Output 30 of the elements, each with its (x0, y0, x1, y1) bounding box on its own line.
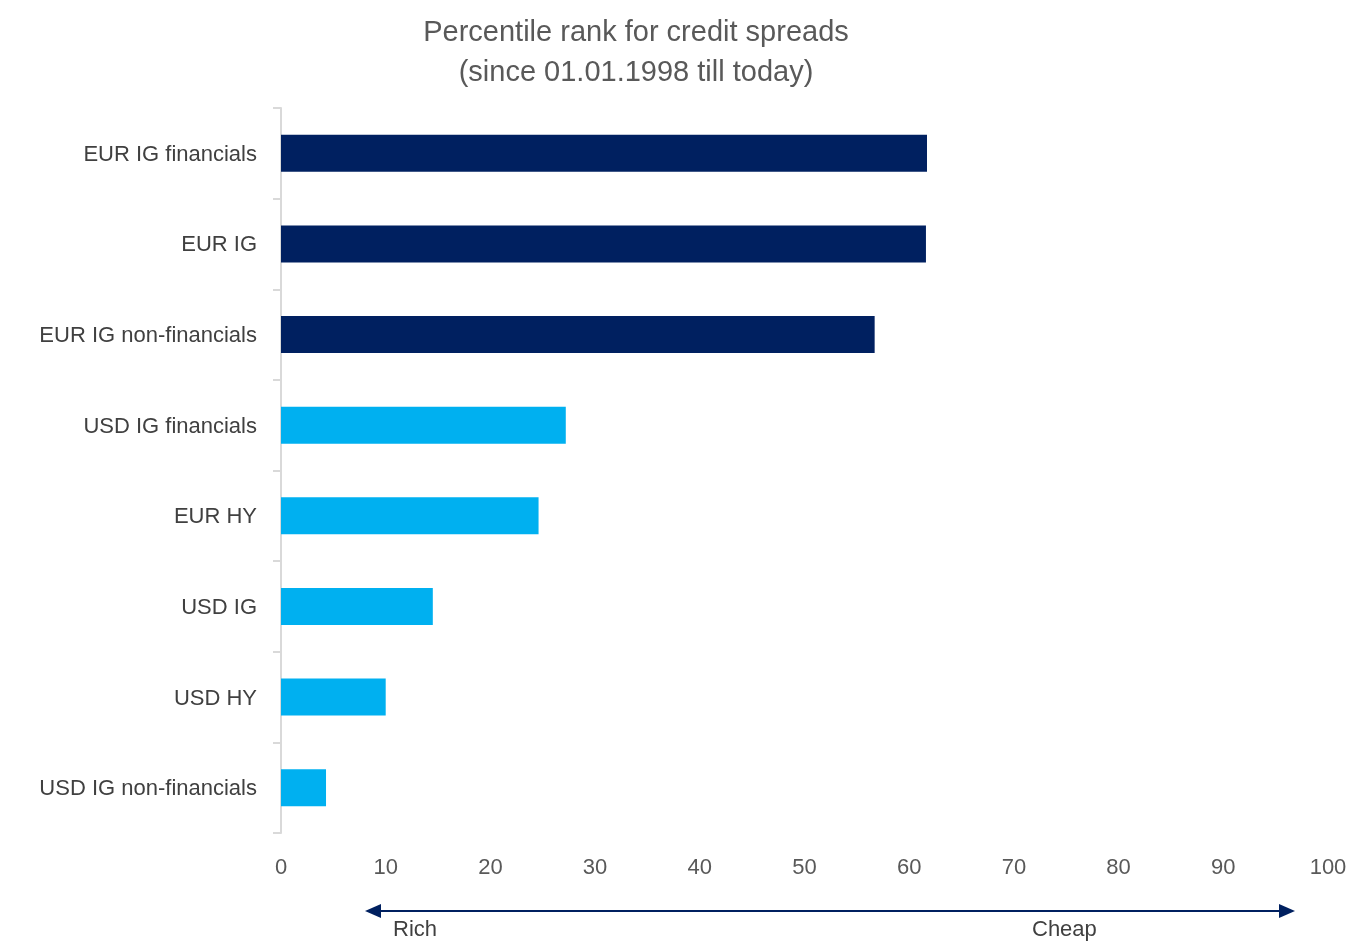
x-tick-label: 10 (373, 853, 398, 879)
bar (281, 497, 539, 535)
y-tick-label: USD IG non-financials (39, 775, 257, 801)
bar (281, 225, 926, 263)
x-tick-label: 0 (274, 853, 288, 879)
x-tick-label: 20 (478, 853, 503, 879)
x-tick-label: 30 (582, 853, 608, 879)
x-tick-label: 90 (1211, 853, 1236, 879)
x-tick-label: 100 (1309, 853, 1347, 879)
bar (281, 406, 566, 444)
bar (281, 134, 927, 172)
text: Rich (393, 915, 438, 941)
bar (281, 316, 875, 354)
y-tick-label: EUR IG (181, 231, 257, 257)
x-tick-label: 50 (792, 853, 817, 879)
y-tick-label: EUR IG non-financials (39, 322, 257, 348)
bar (281, 587, 433, 625)
x-tick-label: 80 (1106, 853, 1131, 879)
y-tick-label: EUR HY (173, 503, 258, 529)
chart-title: Percentile rank for credit spreads (since 01.01.1998 till today) (423, 15, 849, 87)
x-tick-label: 60 (896, 853, 922, 879)
y-tick-label: USD IG (181, 593, 257, 619)
y-tick-label: USD HY (173, 684, 258, 710)
x-tick-label: 40 (687, 853, 713, 879)
y-tick-label: USD IG financials (83, 412, 257, 438)
bar (281, 769, 327, 807)
bar (281, 678, 386, 716)
x-tick-label: 70 (1001, 853, 1027, 879)
y-tick-label: EUR IG financials (83, 140, 257, 166)
text: Cheap (1032, 915, 1097, 941)
